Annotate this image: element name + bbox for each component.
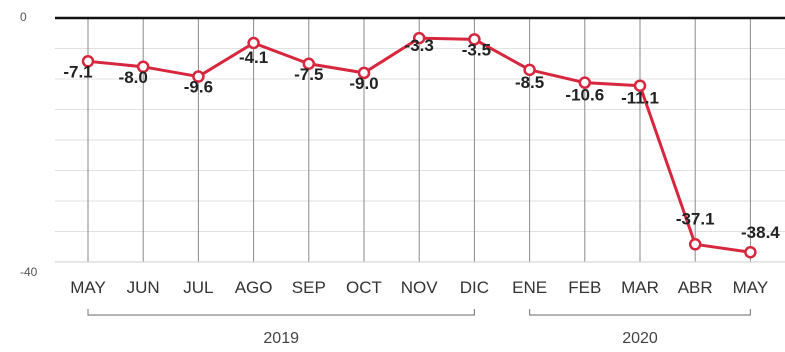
x-tick-label: SEP (292, 278, 326, 297)
data-point (523, 63, 536, 77)
year-bracket (529, 309, 751, 316)
x-tick-label: JUN (127, 278, 160, 297)
data-label: -3.3 (405, 36, 434, 55)
data-label: -9.0 (349, 74, 378, 93)
data-point (744, 245, 757, 259)
data-label: -9.6 (184, 78, 213, 97)
x-tick-label: AGO (235, 278, 273, 297)
year-label: 2020 (622, 330, 658, 347)
x-tick-label: MAY (733, 278, 769, 297)
data-point (688, 238, 702, 251)
data-label: -38.4 (741, 223, 780, 242)
data-label: -8.0 (119, 68, 148, 87)
data-point (192, 70, 205, 83)
data-label: -7.5 (294, 65, 323, 84)
year-groups: 2019 2020 (87, 309, 751, 347)
data-point (136, 60, 150, 74)
x-tick-label: ENE (512, 278, 547, 297)
data-point (247, 36, 260, 50)
data-point (302, 57, 316, 70)
data-point (633, 79, 647, 92)
year-bracket (87, 309, 475, 316)
x-tick-label: FEB (568, 278, 601, 297)
data-label: -4.1 (239, 48, 268, 67)
data-label: -11.1 (621, 89, 659, 108)
data-point (357, 66, 371, 80)
x-tick-label: JUL (183, 278, 213, 297)
data-point (81, 55, 95, 68)
y-axis-ticks: 0 -40 (20, 10, 38, 279)
data-point (412, 31, 426, 45)
data-point (578, 76, 592, 89)
zero-baseline (55, 16, 785, 263)
x-tick-label: MAY (70, 278, 106, 297)
data-label: -37.1 (676, 209, 715, 228)
data-point (468, 33, 481, 46)
data-label: -8.5 (515, 73, 544, 92)
x-tick-label: NOV (401, 278, 439, 297)
x-axis-ticks: MAY JUN JUL AGO SEP OCT NOV DIC ENE FEB MAR ABR MAY (70, 278, 768, 297)
x-tick-label: DIC (460, 278, 489, 297)
y-tick-label: 0 (20, 10, 27, 24)
data-labels: -7.1 -8.0 -9.6 -4.1 -7.5 -9.0 -3.3 -3.5 -8.5 -10.… (63, 36, 780, 242)
year-label: 2019 (263, 330, 299, 347)
data-label: -10.6 (565, 86, 604, 105)
data-points (81, 31, 757, 259)
x-tick-label: ABR (678, 278, 713, 297)
y-tick-label: -40 (20, 265, 38, 279)
data-label: -7.1 (63, 62, 92, 81)
grid-lines (55, 48, 785, 232)
x-tick-label: OCT (346, 278, 382, 297)
x-tick-label: MAR (621, 278, 659, 297)
data-label: -3.5 (462, 40, 491, 59)
